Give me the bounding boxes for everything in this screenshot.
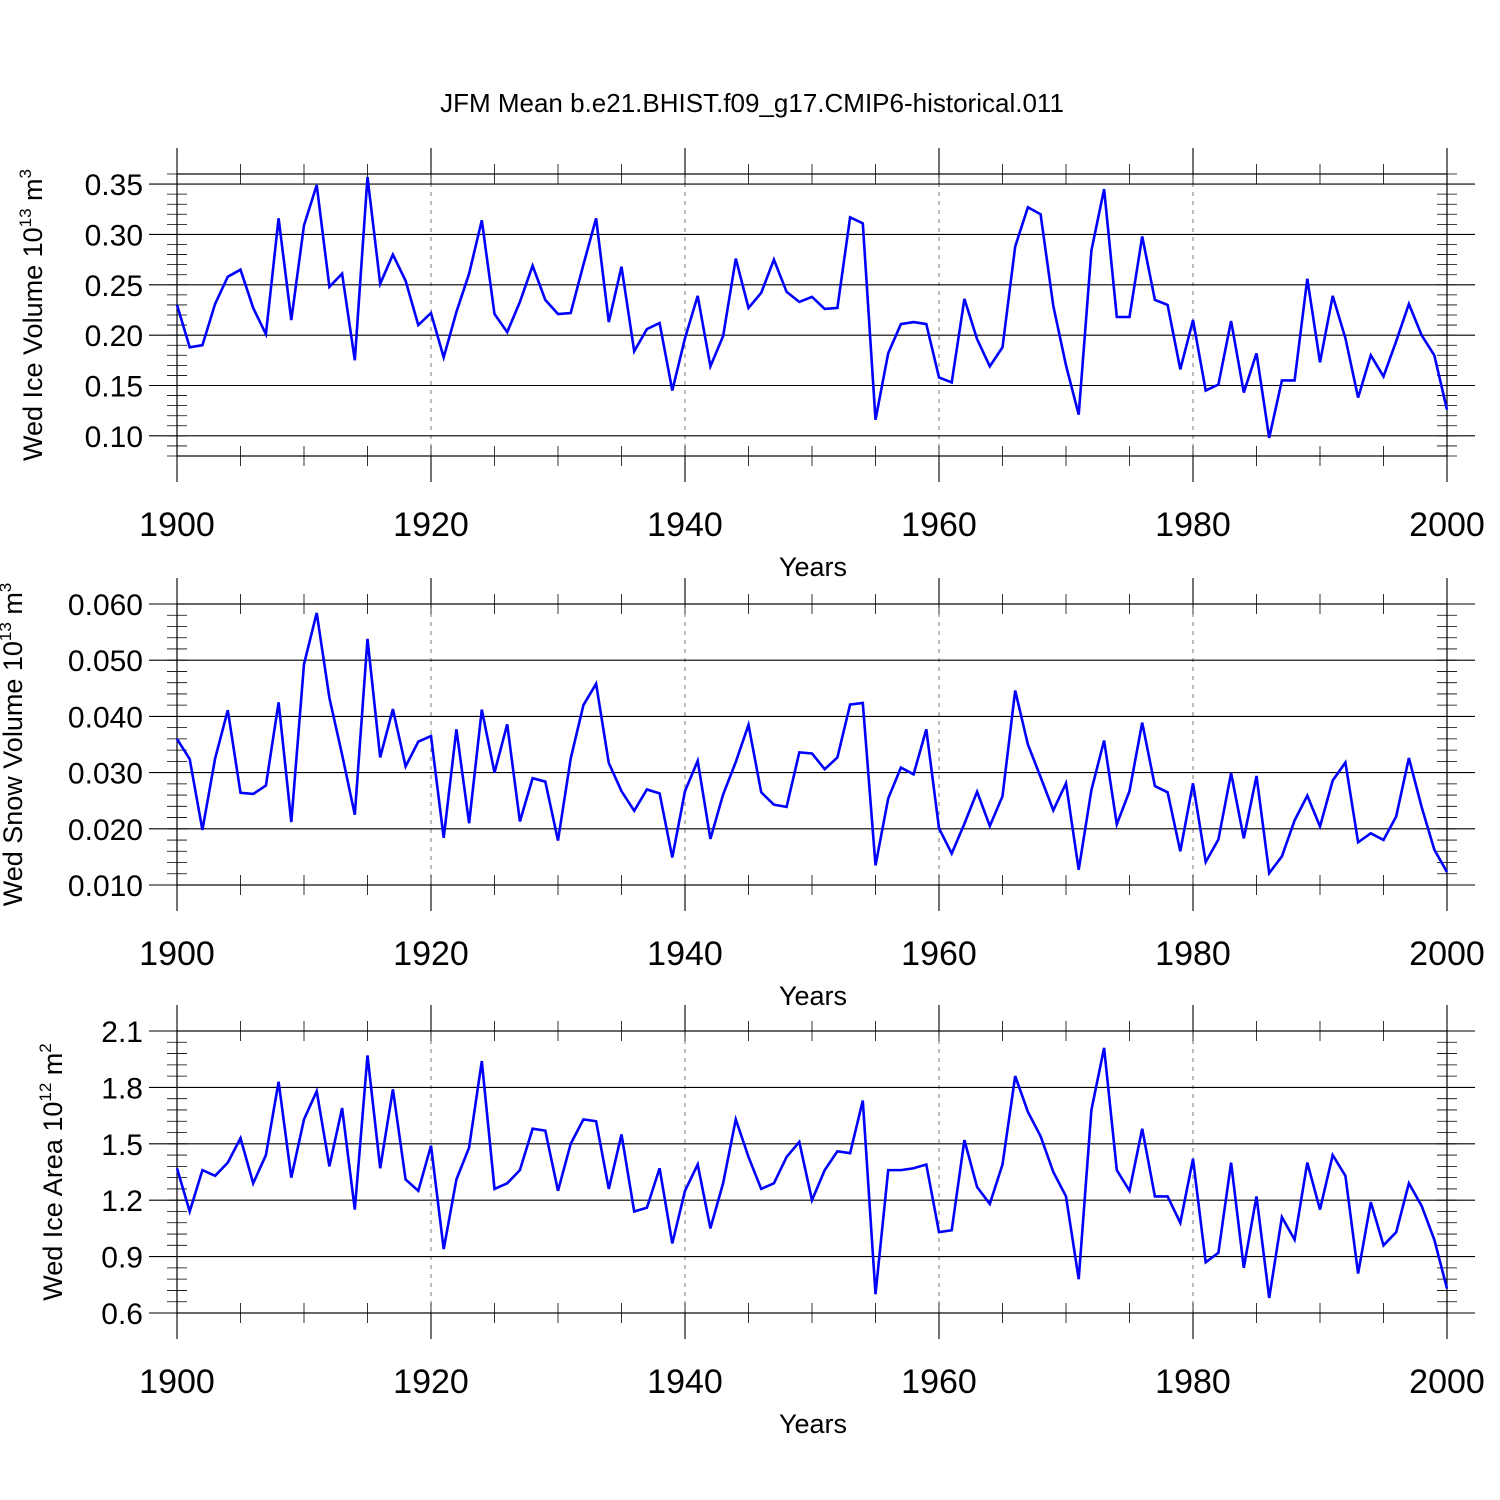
y-tick-label: 0.010 <box>68 870 143 903</box>
y-tick-label: 0.9 <box>101 1242 143 1275</box>
x-tick-label: 1960 <box>901 1363 977 1401</box>
y-axis-title-exponent: 13 <box>16 208 35 227</box>
y-axis-title-unit-exponent: 3 <box>0 583 15 592</box>
y-tick-label: 0.6 <box>101 1298 143 1331</box>
y-axis-title-text: Wed Ice Area 10 <box>38 1102 68 1301</box>
x-tick-label: 1960 <box>901 935 977 973</box>
y-tick-label: 0.060 <box>68 589 143 622</box>
y-tick-label: 0.040 <box>68 701 143 734</box>
x-tick-label: 2000 <box>1409 1363 1485 1401</box>
y-tick-label: 0.25 <box>85 270 143 303</box>
x-axis-title: Years <box>779 1409 847 1439</box>
x-tick-label: 1920 <box>393 935 469 973</box>
y-tick-label: 0.20 <box>85 320 143 353</box>
panel-3: 0.6 0.9 1.2 1.5 1.8 2.1 1900 1920 1940 1960 1980 20… <box>36 1005 1485 1439</box>
y-tick-label: 0.050 <box>68 645 143 678</box>
y-axis-title-exponent: 13 <box>0 622 15 641</box>
x-tick-label: 1980 <box>1155 506 1231 544</box>
y-tick-label: 2.1 <box>101 1016 143 1049</box>
x-tick-label: 1900 <box>139 1363 215 1401</box>
y-axis-title-exponent: 12 <box>36 1083 55 1102</box>
y-tick-label: 1.2 <box>101 1185 143 1218</box>
y-axis-title-text: Wed Ice Volume 10 <box>18 227 48 461</box>
y-axis-title: Wed Ice Area 1012 m2 <box>36 1043 68 1301</box>
y-tick-label: 0.030 <box>68 758 143 791</box>
plot-frame <box>176 173 1448 457</box>
x-tick-label: 1980 <box>1155 935 1231 973</box>
x-tick-label: 1900 <box>139 935 215 973</box>
y-tick-label: 0.30 <box>85 219 143 252</box>
series-line <box>175 176 1449 439</box>
x-tick-label: 1940 <box>647 1363 723 1401</box>
panel-1: 0.10 0.15 0.20 0.25 0.30 0.35 1900 1920 1940 1960… <box>16 148 1485 582</box>
y-tick-label: 0.020 <box>68 814 143 847</box>
y-tick-label: 0.35 <box>85 169 143 202</box>
y-axis-title-unit: m <box>18 178 48 208</box>
plot-frame <box>176 1030 1448 1314</box>
y-tick-label: 0.10 <box>85 421 143 454</box>
x-axis-title: Years <box>779 981 847 1011</box>
y-axis-title-unit-exponent: 3 <box>16 169 35 178</box>
panel-2: 0.010 0.020 0.030 0.040 0.050 0.060 1900 1920 19… <box>0 578 1485 1011</box>
series-line <box>175 1047 1449 1299</box>
y-tick-label: 1.5 <box>101 1129 143 1162</box>
x-axis-title: Years <box>779 552 847 582</box>
x-tick-label: 2000 <box>1409 506 1485 544</box>
y-tick-label: 0.15 <box>85 371 143 404</box>
x-tick-label: 1920 <box>393 506 469 544</box>
chart-title: JFM Mean b.e21.BHIST.f09_g17.CMIP6-histo… <box>440 88 1064 118</box>
y-axis-title-unit-exponent: 2 <box>36 1043 55 1052</box>
y-tick-label: 1.8 <box>101 1072 143 1105</box>
y-axis-title: Wed Ice Volume 1013 m3 <box>16 169 48 461</box>
x-tick-label: 1940 <box>647 506 723 544</box>
x-tick-label: 1960 <box>901 506 977 544</box>
y-axis-title-text: Wed Snow Volume 10 <box>0 641 28 906</box>
x-tick-label: 1940 <box>647 935 723 973</box>
y-axis-title: Wed Snow Volume 1013 m3 <box>0 583 28 907</box>
y-axis-title-unit: m <box>0 592 28 622</box>
x-tick-label: 1980 <box>1155 1363 1231 1401</box>
x-tick-label: 1900 <box>139 506 215 544</box>
x-tick-label: 1920 <box>393 1363 469 1401</box>
series-line <box>175 612 1449 877</box>
x-tick-label: 2000 <box>1409 935 1485 973</box>
y-axis-title-unit: m <box>38 1053 68 1083</box>
